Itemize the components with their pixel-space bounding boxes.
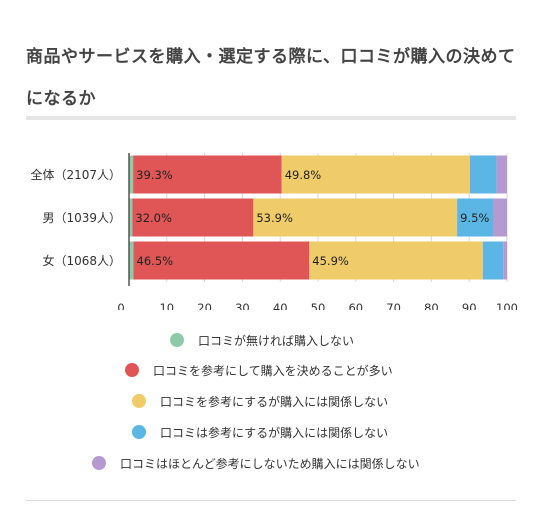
legend-swatch xyxy=(132,394,146,408)
x-tick-label: 40 xyxy=(273,301,288,310)
bar-segment xyxy=(457,198,494,237)
bar-segment xyxy=(129,155,134,194)
data-label: 45.9% xyxy=(312,254,349,268)
legend-label: 口コミは参考にするが購入には関係しない xyxy=(160,425,389,440)
x-tick-label: 50 xyxy=(311,301,326,310)
data-label: 49.8% xyxy=(285,168,322,182)
legend-label: 口コミを参考にするが購入には関係しない xyxy=(160,394,389,409)
bar-segment xyxy=(253,198,458,237)
x-tick-label: 80 xyxy=(424,301,439,310)
legend-swatch xyxy=(132,425,146,439)
legend-item-often-decides: 口コミを参考にして購入を決めることが多い xyxy=(125,360,393,380)
bar-segment xyxy=(309,241,483,280)
bar-segment xyxy=(493,198,507,237)
category-label: 男（1039人） xyxy=(42,211,121,225)
x-tick-label: 100 xyxy=(496,301,518,310)
category-label: 女（1068人） xyxy=(42,253,121,268)
bar-segment xyxy=(503,241,507,280)
bottom-divider xyxy=(26,500,516,501)
bar-segment xyxy=(281,155,470,194)
category-label: 全体（2107人） xyxy=(30,167,121,182)
legend-item-refer-not-related-2: 口コミは参考にするが購入には関係しない xyxy=(132,422,388,442)
legend-swatch xyxy=(170,333,184,347)
x-tick-label: 90 xyxy=(462,301,477,310)
bar-segment xyxy=(469,155,497,194)
data-label: 39.3% xyxy=(136,168,173,182)
legend-swatch xyxy=(125,363,139,377)
x-tick-label: 10 xyxy=(159,301,174,310)
legend-item-rarely-refer: 口コミはほとんど参考にしないため購入には関係しない xyxy=(92,453,420,473)
legend-label: 口コミを参考にして購入を決めることが多い xyxy=(153,363,393,378)
x-tick-label: 60 xyxy=(348,301,363,310)
stacked-bar-chart: 39.3% 49.8% 全体（2107人） 32.0% 53.9% 9.5% 男（1039人… xyxy=(30,153,518,310)
x-tick-label: 70 xyxy=(386,301,401,310)
chart-title-block: 商品やサービスを購入・選定する際に、口コミが購入の決めてになるか xyxy=(26,36,526,120)
data-label: 46.5% xyxy=(137,254,174,268)
bar-segment xyxy=(482,241,504,280)
bar-segment xyxy=(496,155,507,194)
legend-label: 口コミはほとんど参考にしないため購入には関係しない xyxy=(120,456,420,471)
legend-item-refer-not-related: 口コミを参考にするが購入には関係しない xyxy=(132,391,388,411)
chart-title: 商品やサービスを購入・選定する際に、口コミが購入の決めてになるか xyxy=(26,47,516,109)
x-tick-label: 30 xyxy=(235,301,250,310)
bar-segment xyxy=(129,241,134,280)
bar-segment xyxy=(133,241,310,280)
bar-segment xyxy=(132,198,254,237)
legend-label: 口コミが無ければ購入しない xyxy=(198,333,355,348)
legend-swatch xyxy=(92,456,106,470)
bar-segment xyxy=(133,155,282,194)
data-label: 32.0% xyxy=(135,211,172,225)
data-label: 53.9% xyxy=(256,211,293,225)
x-tick-label: 0 xyxy=(117,301,124,310)
x-tick-label: 20 xyxy=(197,301,212,310)
data-label: 9.5% xyxy=(460,211,489,225)
title-divider xyxy=(26,116,516,120)
bar-segment xyxy=(129,198,133,237)
legend-item-no-review-no-buy: 口コミが無ければ購入しない xyxy=(170,330,354,350)
